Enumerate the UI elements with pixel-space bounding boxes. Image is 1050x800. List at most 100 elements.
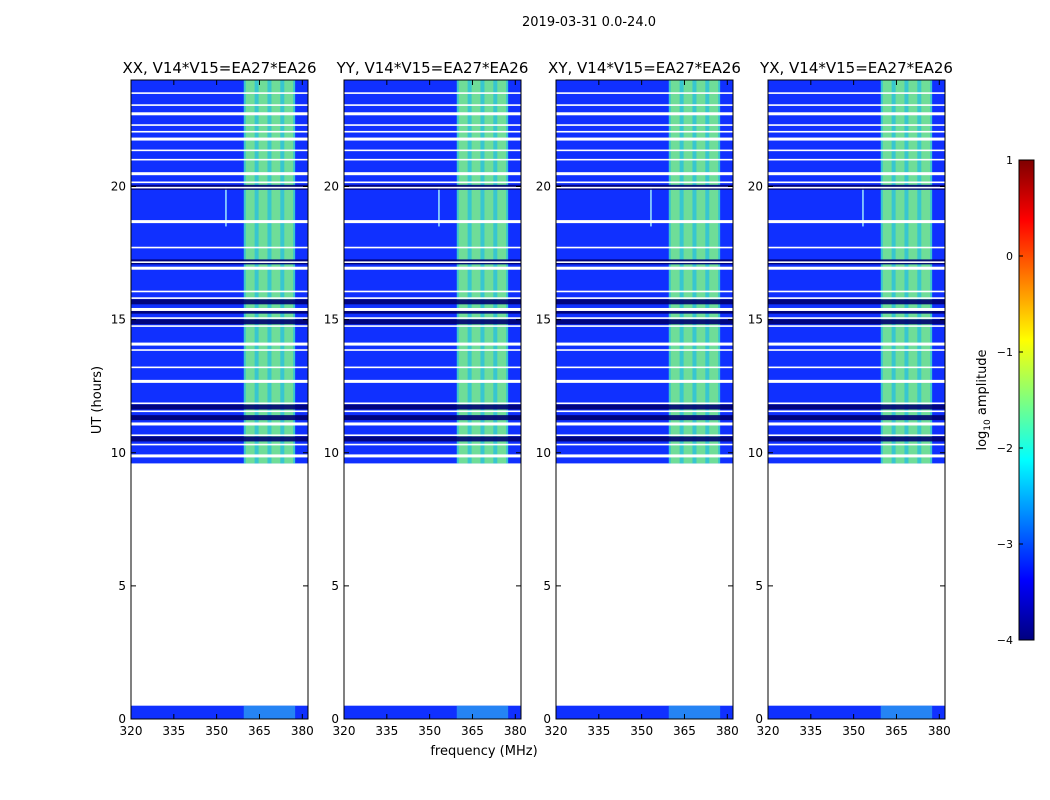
colorbar-tick-label: −4 <box>997 634 1013 647</box>
rfi-subband <box>895 80 905 464</box>
flag-gap <box>556 379 733 383</box>
rfi-band-1 <box>880 705 933 719</box>
rfi-narrow-line <box>225 186 227 227</box>
rfi-subband <box>271 80 281 464</box>
flag-gap <box>344 307 521 311</box>
x-tick-label: 350 <box>205 724 228 738</box>
flag-gap <box>556 307 733 311</box>
x-tick-label: 335 <box>162 724 185 738</box>
dark-stripe <box>556 319 733 325</box>
x-tick-label: 335 <box>375 724 398 738</box>
flag-gap <box>131 317 308 319</box>
x-tick-label: 320 <box>757 724 780 738</box>
y-tick-label: 15 <box>324 313 339 327</box>
flag-gap <box>556 92 733 94</box>
rfi-subband <box>284 80 294 464</box>
flag-gap <box>768 410 945 413</box>
flag-gap <box>131 112 308 116</box>
dark-stripe <box>131 299 308 305</box>
colorbar-tick-label: 0 <box>1006 250 1013 263</box>
panel-title: XX, V14*V15=EA27*EA26 <box>122 59 316 77</box>
y-tick-label: 20 <box>536 180 551 194</box>
flag-gap <box>556 172 733 176</box>
flag-gap <box>768 137 945 141</box>
flag-gap <box>131 130 308 133</box>
colorbar-label-rest: amplitude <box>975 349 990 419</box>
rfi-band-1 <box>668 705 721 719</box>
rfi-subband <box>497 80 507 464</box>
flag-gap <box>768 297 945 299</box>
flag-gap <box>131 410 308 413</box>
dark-stripe <box>556 415 733 421</box>
y-tick-label: 0 <box>331 712 339 726</box>
colorbar-label: log10 amplitude <box>975 349 993 450</box>
y-tick-label: 10 <box>536 446 551 460</box>
flag-gap <box>131 186 308 189</box>
x-tick-label: 365 <box>885 724 908 738</box>
flag-gap <box>344 181 521 184</box>
flag-gap <box>131 443 308 446</box>
flag-gap <box>768 325 945 327</box>
flag-gap <box>768 172 945 176</box>
flag-gap <box>768 220 945 224</box>
rfi-subband <box>258 80 268 464</box>
x-tick-label: 365 <box>461 724 484 738</box>
flag-gap <box>768 290 945 293</box>
rfi-narrow-line <box>650 186 652 227</box>
flag-gap <box>768 246 945 249</box>
flag-gap <box>344 402 521 405</box>
flag-gap <box>556 186 733 189</box>
flag-gap <box>556 443 733 446</box>
flag-gap <box>131 172 308 176</box>
dark-stripe <box>344 404 521 410</box>
x-tick-label: 320 <box>545 724 568 738</box>
dark-stripe <box>556 299 733 305</box>
flag-gap <box>344 112 521 116</box>
flag-gap <box>556 220 733 224</box>
colorbar-tick-label: −3 <box>997 538 1013 551</box>
x-tick-label: 350 <box>418 724 441 738</box>
flag-gap <box>131 307 308 311</box>
panel-4: YX, V14*V15=EA27*EA26 320 335 350 365 380 0 5 10… <box>748 59 953 738</box>
flag-gap <box>131 137 308 141</box>
y-tick-label: 20 <box>748 180 763 194</box>
y-tick-label: 10 <box>111 446 126 460</box>
flag-gap <box>556 246 733 249</box>
flag-gap <box>344 443 521 446</box>
figure-title: 2019-03-31 0.0-24.0 <box>522 15 656 30</box>
rfi-subband <box>709 80 719 464</box>
axes-frame <box>343 79 522 720</box>
axes-frame <box>767 79 946 720</box>
rfi-subband <box>471 80 481 464</box>
flag-gap <box>344 366 521 369</box>
dark-stripe <box>344 415 521 421</box>
dark-stripe <box>768 415 945 421</box>
flag-gap <box>131 149 308 152</box>
flag-gap <box>556 349 733 351</box>
rfi-subband <box>670 80 680 464</box>
flag-gap <box>344 422 521 426</box>
flag-gap <box>556 325 733 327</box>
flag-gap <box>344 172 521 176</box>
y-tick-label: 0 <box>755 712 763 726</box>
y-tick-label: 10 <box>748 446 763 460</box>
flag-gap <box>556 422 733 426</box>
flag-gap <box>344 290 521 293</box>
flag-gap <box>768 349 945 351</box>
flag-gap <box>768 104 945 106</box>
panel-title: YX, V14*V15=EA27*EA26 <box>759 59 953 77</box>
flag-gap <box>556 158 733 161</box>
flag-gap <box>556 104 733 106</box>
flag-gap <box>556 290 733 293</box>
dark-stripe <box>556 404 733 410</box>
flag-gap <box>556 261 733 263</box>
colorbar-tick-label: 1 <box>1006 154 1013 167</box>
dark-stripe <box>556 308 733 314</box>
rfi-subband <box>921 80 931 464</box>
flag-gap <box>344 158 521 161</box>
x-tick-label: 380 <box>928 724 951 738</box>
flag-gap <box>556 297 733 299</box>
x-tick-label: 350 <box>630 724 653 738</box>
flag-gap <box>344 266 521 270</box>
y-tick-label: 5 <box>118 579 126 593</box>
